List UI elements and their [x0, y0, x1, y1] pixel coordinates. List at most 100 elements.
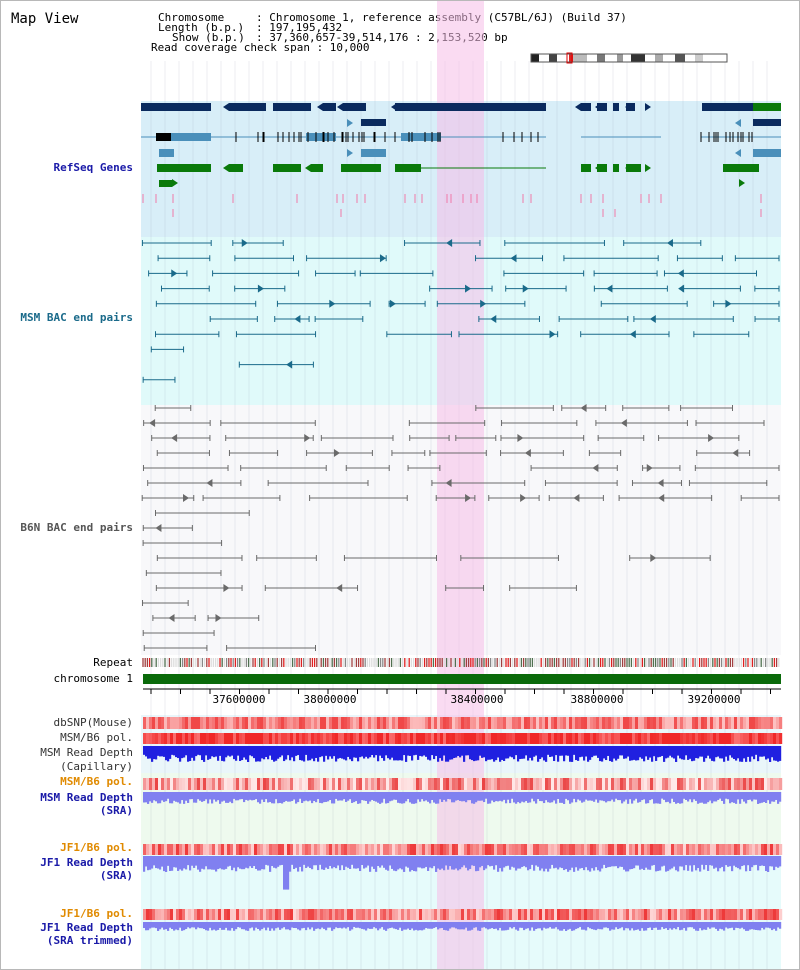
msm-b6-pol-heat-2	[539, 778, 543, 790]
jf1-depth-sra-bar	[331, 856, 334, 869]
msm-depth-sra-bar	[311, 792, 314, 804]
jf1-depth-sra-bar	[325, 856, 328, 868]
jf1-b6-pol-heat	[590, 844, 594, 855]
msm-depth-sra-bar	[393, 792, 396, 800]
msm-b6-pol-heat-2	[755, 778, 759, 790]
msm-depth-capillary-bar	[515, 746, 518, 756]
jf1-depth-trim-bar	[625, 922, 628, 929]
dbsnp-heat	[638, 717, 642, 729]
jf1-depth-sra-bar	[371, 856, 374, 867]
jf1-b6-pol-heat-2	[599, 909, 603, 920]
msm-b6-pol-heat-2	[359, 778, 363, 790]
jf1-depth-trim-bar	[643, 922, 646, 931]
dbsnp-heat	[221, 717, 225, 729]
jf1-depth-sra-bar	[641, 856, 644, 869]
jf1-b6-pol-heat	[173, 844, 177, 855]
msm-b6-pol-heat-2	[167, 778, 171, 790]
msm-b6-pol-heat	[590, 733, 594, 744]
dbsnp-heat	[719, 717, 723, 729]
jf1-depth-trim-bar	[589, 922, 592, 929]
jf1-depth-trim-bar	[587, 922, 590, 928]
msm-depth-sra-bar	[417, 792, 420, 800]
dbsnp-heat	[620, 717, 624, 729]
jf1-depth-trim-bar	[599, 922, 602, 930]
msm-depth-capillary-bar	[279, 746, 282, 758]
jf1-b6-pol-heat-2	[452, 909, 456, 920]
msm-depth-capillary-bar	[657, 746, 660, 758]
jf1-b6-pol-heat	[311, 844, 315, 855]
msm-depth-capillary-bar	[207, 746, 210, 760]
dbsnp-heat	[737, 717, 741, 729]
msm-b6-pol-heat	[671, 733, 675, 744]
msm-b6-pol-heat	[719, 733, 723, 744]
jf1-depth-sra-bar	[361, 856, 364, 866]
jf1-b6-pol-heat-2	[419, 909, 423, 920]
msm-depth-sra-bar	[589, 792, 592, 801]
msm-depth-sra-bar	[721, 792, 724, 801]
dbsnp-heat	[470, 717, 474, 729]
jf1-b6-pol-heat	[146, 844, 150, 855]
jf1-depth-trim-bar	[201, 922, 204, 929]
msm-depth-sra-bar	[265, 792, 268, 800]
msm-depth-sra-bar	[707, 792, 710, 803]
jf1-depth-sra-bar	[597, 856, 600, 871]
msm-depth-capillary-bar	[647, 746, 650, 760]
msm-b6-pol-heat-2	[563, 778, 567, 790]
jf1-depth-sra-bar	[473, 856, 476, 866]
msm-b6-pol-heat	[404, 733, 408, 744]
gene-strand-arrow	[625, 103, 631, 111]
jf1-depth-sra-bar	[403, 856, 406, 872]
jf1-depth-trim-bar	[149, 922, 152, 929]
jf1-depth-sra-bar	[761, 856, 764, 866]
jf1-depth-trim-bar	[197, 922, 200, 928]
msm-b6-pol-heat	[380, 733, 384, 744]
jf1-depth-sra-bar	[779, 856, 782, 867]
msm-b6-pol-heat	[572, 733, 576, 744]
msm-b6-pol-heat	[743, 733, 747, 744]
jf1-b6-pol-heat	[659, 844, 663, 855]
msm-depth-sra-bar	[355, 792, 358, 802]
jf1-b6-pol-heat	[545, 844, 549, 855]
jf1-b6-pol-heat-2	[311, 909, 315, 920]
dbsnp-heat	[779, 717, 783, 729]
msm-depth-capillary-bar	[519, 746, 522, 760]
dbsnp-heat	[611, 717, 615, 729]
msm-depth-capillary-bar	[577, 746, 580, 761]
msm-depth-sra-bar	[163, 792, 166, 802]
msm-b6-pol-heat	[263, 733, 267, 744]
jf1-depth-trim-bar	[235, 922, 238, 930]
jf1-depth-sra-bar	[515, 856, 518, 871]
msm-b6-pol-heat-2	[383, 778, 387, 790]
dbsnp-heat	[473, 717, 477, 729]
jf1-b6-pol-heat-2	[659, 909, 663, 920]
msm-depth-sra-bar	[487, 792, 490, 804]
jf1-b6-pol-heat-2	[209, 909, 213, 920]
msm-depth-sra-bar	[243, 792, 246, 803]
jf1-depth-sra-bar	[155, 856, 158, 869]
dbsnp-heat	[608, 717, 612, 729]
msm-b6-pol-heat	[476, 733, 480, 744]
msm-depth-sra-bar	[227, 792, 230, 803]
msm-depth-sra-bar	[405, 792, 408, 802]
msm-b6-pol-heat-2	[419, 778, 423, 790]
dbsnp-heat	[269, 717, 273, 729]
msm-depth-capillary-bar	[625, 746, 628, 759]
msm-depth-capillary-bar	[689, 746, 692, 759]
jf1-b6-pol-heat	[683, 844, 687, 855]
jf1-depth-sra-bar	[569, 856, 572, 871]
msm-b6-pol-heat	[431, 733, 435, 744]
msm-b6-pol-heat	[242, 733, 246, 744]
msm-depth-capillary-bar	[313, 746, 316, 762]
jf1-depth-sra-bar	[617, 856, 620, 869]
msm-depth-sra-bar	[563, 792, 566, 804]
jf1-b6-pol-heat-2	[551, 909, 555, 920]
jf1-depth-sra-bar	[591, 856, 594, 869]
jf1-depth-trim-bar	[551, 922, 554, 929]
jf1-depth-sra-bar	[345, 856, 348, 867]
dbsnp-heat	[557, 717, 561, 729]
jf1-b6-pol-heat	[461, 844, 465, 855]
msm-depth-sra-bar	[761, 792, 764, 803]
msm-b6-pol-heat	[746, 733, 750, 744]
msm-depth-capillary-bar	[407, 746, 410, 756]
